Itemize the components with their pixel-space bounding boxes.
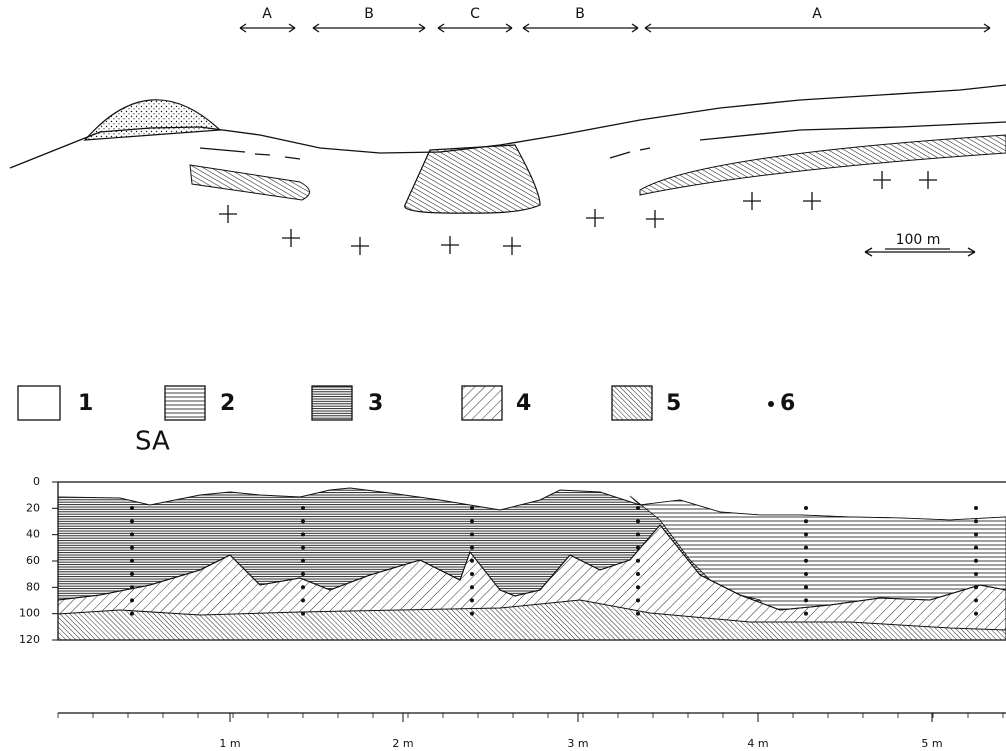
figure: A B C B A 100 m 1 2 3 4 5 6 SA 0 20 40 60 80…: [0, 0, 1006, 751]
sample-dot: [130, 546, 134, 550]
sample-dot: [974, 506, 978, 510]
sample-dot: [804, 585, 808, 589]
sample-dot: [974, 546, 978, 550]
legend-label: 3: [368, 391, 383, 416]
sample-dot: [974, 532, 978, 536]
dashes: [200, 148, 650, 159]
sample-dot: [636, 519, 640, 523]
distance-tick-label: 5 m: [921, 737, 942, 750]
sample-dot: [804, 506, 808, 510]
legend-swatch: [312, 386, 352, 420]
legend-label: 4: [516, 391, 531, 416]
scale-label: 100 m: [896, 232, 941, 248]
mound: [85, 100, 220, 140]
sample-dot: [470, 572, 474, 576]
sample-dot: [130, 572, 134, 576]
sample-dot: [470, 559, 474, 563]
sample-dot: [301, 546, 305, 550]
sample-dot: [470, 546, 474, 550]
sample-dot: [301, 506, 305, 510]
sample-dot: [301, 532, 305, 536]
sample-dot: [301, 598, 305, 602]
scale-bar: [865, 248, 975, 256]
sample-dot: [636, 612, 640, 616]
sample-dot: [470, 519, 474, 523]
distance-tick-label: 4 m: [747, 737, 768, 750]
sample-dot: [470, 598, 474, 602]
sample-dot: [470, 532, 474, 536]
sample-dot: [130, 532, 134, 536]
sample-dot: [636, 532, 640, 536]
sample-dot: [470, 585, 474, 589]
sample-dot: [974, 612, 978, 616]
legend-swatch: [612, 386, 652, 420]
profile: 0 20 40 60 80 100 120 1 m 2 m 3 m 4 m 5 m: [19, 475, 1006, 750]
legend-label: 1: [78, 391, 93, 416]
legend-label: 5: [666, 391, 681, 416]
zone-label: A: [812, 6, 822, 22]
zone-arrows: [240, 24, 990, 32]
sample-dot: [804, 612, 808, 616]
depth-tick-label: 120: [19, 633, 40, 646]
legend-swatch: [165, 386, 205, 420]
legend-swatch: [462, 386, 502, 420]
depth-tick-label: 60: [26, 554, 40, 567]
sample-dot: [974, 598, 978, 602]
sample-dot: [301, 612, 305, 616]
sample-dot: [974, 572, 978, 576]
depth-tick-label: 100: [19, 607, 40, 620]
sample-dot: [804, 546, 808, 550]
depth-tick-label: 0: [33, 475, 40, 488]
sample-dot: [130, 506, 134, 510]
lens: [640, 135, 1006, 195]
sample-dot: [301, 572, 305, 576]
distance-tick-label: 3 m: [567, 737, 588, 750]
layer-line: [700, 122, 1006, 140]
sample-dot: [130, 612, 134, 616]
zone-label: B: [575, 6, 585, 22]
sample-dot: [974, 585, 978, 589]
sample-dot: [804, 559, 808, 563]
sample-dot: [301, 559, 305, 563]
zone-label: C: [470, 6, 480, 22]
depth-tick-label: 80: [26, 580, 40, 593]
sample-dot: [974, 559, 978, 563]
sample-dot: [130, 585, 134, 589]
distance-tick-label: 1 m: [219, 737, 240, 750]
sample-dot: [636, 598, 640, 602]
profile-title: SA: [135, 427, 170, 457]
legend-dot: [768, 401, 774, 407]
sample-dot: [470, 612, 474, 616]
sample-dot: [804, 598, 808, 602]
legend-label: 6: [780, 391, 795, 416]
sample-dot: [130, 559, 134, 563]
lens: [190, 165, 310, 200]
cross-section: A B C B A 100 m: [10, 6, 1006, 256]
sample-dot: [130, 519, 134, 523]
depth-tick-label: 20: [26, 501, 40, 514]
body: [405, 145, 540, 213]
sample-dot: [470, 506, 474, 510]
crosses: [219, 171, 937, 255]
sample-dot: [974, 519, 978, 523]
sample-dot: [636, 546, 640, 550]
legend-label: 2: [220, 391, 235, 416]
sample-dot: [804, 532, 808, 536]
legend: 1 2 3 4 5 6: [18, 386, 795, 420]
depth-tick-label: 40: [26, 528, 40, 541]
distance-tick-label: 2 m: [392, 737, 413, 750]
sample-dot: [301, 519, 305, 523]
sample-dot: [804, 572, 808, 576]
sample-dot: [130, 598, 134, 602]
sample-dot: [636, 506, 640, 510]
sample-dot: [301, 585, 305, 589]
sample-dot: [636, 559, 640, 563]
sample-dot: [636, 572, 640, 576]
sample-dot: [636, 585, 640, 589]
legend-swatch: [18, 386, 60, 420]
zone-label: B: [364, 6, 374, 22]
zone-label: A: [262, 6, 272, 22]
sample-dot: [804, 519, 808, 523]
